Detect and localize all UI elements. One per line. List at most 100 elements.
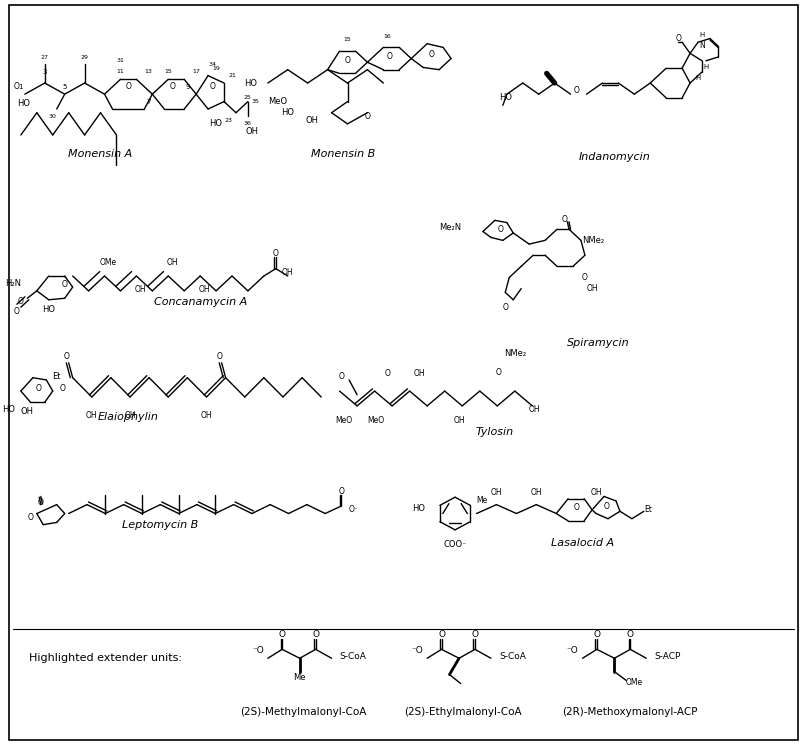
Text: H: H <box>699 32 704 38</box>
Text: H: H <box>695 74 700 81</box>
Text: MeO: MeO <box>334 416 351 425</box>
Text: OH: OH <box>86 411 98 420</box>
Text: S-CoA: S-CoA <box>498 652 525 661</box>
Text: O: O <box>427 51 434 60</box>
Text: HO: HO <box>43 305 55 314</box>
Text: HO: HO <box>2 405 15 414</box>
Text: 30: 30 <box>49 114 57 119</box>
Text: 23: 23 <box>224 118 232 123</box>
Text: ⁻O: ⁻O <box>566 647 577 656</box>
Text: Indanomycin: Indanomycin <box>577 152 650 162</box>
Text: HO: HO <box>209 119 222 128</box>
Text: Me₂N: Me₂N <box>439 224 460 232</box>
Text: N: N <box>699 42 704 51</box>
Text: Elaiophylin: Elaiophylin <box>98 412 159 422</box>
Text: O⁻: O⁻ <box>348 505 358 514</box>
Text: Concanamycin A: Concanamycin A <box>153 297 246 307</box>
Text: O: O <box>603 501 609 510</box>
Text: MeO: MeO <box>367 416 383 425</box>
Text: OH: OH <box>198 285 209 294</box>
Text: 21: 21 <box>228 73 236 78</box>
Text: Et: Et <box>52 372 61 381</box>
Text: O: O <box>209 82 215 91</box>
Text: O: O <box>312 630 318 639</box>
Text: OH: OH <box>124 411 136 420</box>
Text: 7: 7 <box>146 98 151 104</box>
Text: OH: OH <box>245 127 258 136</box>
Text: OMe: OMe <box>625 677 642 686</box>
Text: OH: OH <box>529 405 540 414</box>
Text: Lasalocid A: Lasalocid A <box>550 538 614 548</box>
Text: COO⁻: COO⁻ <box>443 540 466 549</box>
Text: HO: HO <box>17 98 30 107</box>
Text: 1: 1 <box>18 83 23 89</box>
Text: O: O <box>593 630 600 639</box>
Text: 29: 29 <box>80 54 88 60</box>
Text: 15: 15 <box>343 37 351 42</box>
Text: Me: Me <box>293 673 306 682</box>
Text: O: O <box>573 86 579 95</box>
Text: NMe₂: NMe₂ <box>581 236 603 245</box>
Text: Monensin A: Monensin A <box>68 148 132 159</box>
Text: 36: 36 <box>244 121 252 127</box>
Text: O: O <box>344 57 350 66</box>
Text: O: O <box>63 352 69 361</box>
Text: 17: 17 <box>192 69 200 74</box>
Text: Et: Et <box>643 505 651 514</box>
Text: 25: 25 <box>244 95 252 101</box>
Text: O: O <box>62 280 67 289</box>
Text: O: O <box>338 486 343 495</box>
Text: 9: 9 <box>186 83 190 89</box>
Text: HO: HO <box>412 504 425 513</box>
Text: OH: OH <box>166 259 178 267</box>
Text: HO: HO <box>244 78 257 87</box>
Text: S-ACP: S-ACP <box>654 652 680 661</box>
Text: OH: OH <box>589 488 602 497</box>
Text: MeO: MeO <box>268 97 286 106</box>
Text: 13: 13 <box>144 69 152 74</box>
Text: 27: 27 <box>41 54 49 60</box>
Text: O: O <box>59 384 65 393</box>
Text: OMe: OMe <box>99 259 117 267</box>
Text: (2S)-Ethylmalonyl-CoA: (2S)-Ethylmalonyl-CoA <box>403 708 521 717</box>
Text: 5: 5 <box>63 83 67 89</box>
Text: OH: OH <box>282 267 294 277</box>
Text: Spiramycin: Spiramycin <box>566 337 629 348</box>
Text: 15: 15 <box>164 69 172 74</box>
Text: (2R)-Methoxymalonyl-ACP: (2R)-Methoxymalonyl-ACP <box>562 708 697 717</box>
Text: 31: 31 <box>116 58 124 63</box>
Text: 35: 35 <box>252 99 260 104</box>
Text: OH: OH <box>200 411 212 420</box>
Text: Monensin B: Monensin B <box>311 148 375 159</box>
Text: O: O <box>581 273 587 282</box>
Text: OH: OH <box>413 370 424 378</box>
Text: HO: HO <box>281 108 294 117</box>
Text: HO: HO <box>498 93 511 102</box>
Text: OH: OH <box>586 284 598 293</box>
Text: (2S)-Methylmalonyl-CoA: (2S)-Methylmalonyl-CoA <box>241 708 367 717</box>
Text: Me: Me <box>476 496 487 505</box>
Text: OH: OH <box>21 408 34 416</box>
Text: O: O <box>38 498 43 507</box>
Text: S-CoA: S-CoA <box>339 652 366 661</box>
Text: Highlighted extender units:: Highlighted extender units: <box>29 653 181 663</box>
Text: O: O <box>364 112 370 121</box>
Text: O: O <box>273 250 278 259</box>
Text: ⁻O: ⁻O <box>411 647 423 656</box>
Text: H: H <box>703 64 707 70</box>
Text: O: O <box>338 372 343 381</box>
Text: OH: OH <box>490 488 502 497</box>
Text: 11: 11 <box>116 69 124 74</box>
Text: O: O <box>626 630 633 639</box>
Text: OH: OH <box>452 416 464 425</box>
Text: O: O <box>471 630 478 639</box>
Text: O: O <box>35 384 41 393</box>
Text: NMe₂: NMe₂ <box>503 349 525 358</box>
Text: O: O <box>674 34 680 43</box>
Text: O: O <box>387 52 392 61</box>
Text: 19: 19 <box>212 66 220 71</box>
Text: O: O <box>27 513 34 522</box>
Text: O: O <box>14 82 20 91</box>
Text: 34: 34 <box>208 62 216 67</box>
Text: O: O <box>216 352 222 361</box>
